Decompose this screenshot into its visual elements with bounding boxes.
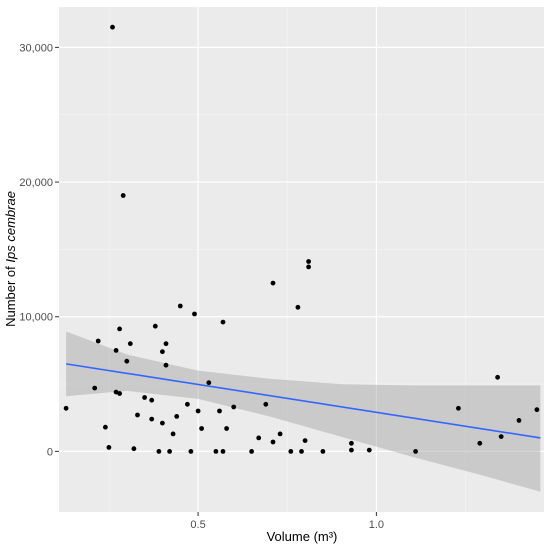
y-axis: 0 10,000 20,000 30,000: [19, 42, 59, 458]
y-tick-label: 20,000: [19, 177, 53, 189]
data-point: [495, 374, 500, 380]
data-point: [349, 447, 354, 453]
y-tick-label: 10,000: [19, 312, 53, 324]
regression-line: [66, 363, 541, 439]
data-point: [534, 407, 540, 413]
data-point: [160, 420, 165, 426]
confidence-band: [66, 331, 541, 492]
data-point: [231, 404, 237, 410]
data-point: [63, 405, 69, 411]
data-point: [299, 449, 304, 454]
data-point: [516, 418, 522, 423]
data-point: [117, 326, 122, 332]
data-point: [156, 449, 162, 454]
data-point: [92, 385, 98, 391]
data-point: [288, 449, 294, 454]
data-point: [152, 323, 158, 329]
data-point: [217, 408, 222, 414]
y-tick-label: 0: [47, 446, 53, 458]
data-point: [477, 440, 483, 446]
data-point: [170, 431, 176, 437]
data-point: [206, 380, 212, 386]
major-gridlines: [59, 7, 544, 512]
data-point: [120, 193, 126, 198]
data-point: [295, 304, 301, 310]
data-point: [163, 341, 169, 347]
data-point: [249, 449, 255, 454]
data-point: [124, 358, 130, 364]
data-point: [106, 445, 112, 450]
data-point: [306, 264, 311, 270]
data-points: [63, 24, 540, 454]
plot-panel: [59, 7, 544, 512]
data-point: [195, 408, 201, 414]
data-point: [270, 439, 276, 445]
y-axis-title-species: Ips cembrae: [3, 191, 18, 263]
data-point: [413, 449, 418, 454]
data-point: [498, 434, 504, 439]
data-point: [456, 405, 461, 411]
data-point: [220, 449, 226, 454]
x-axis: 0.51.01.5: [190, 512, 384, 531]
data-point: [149, 397, 155, 403]
data-point: [349, 440, 354, 446]
data-point: [320, 449, 326, 454]
data-point: [220, 319, 226, 325]
data-point: [306, 259, 311, 264]
data-point: [224, 426, 230, 431]
data-point: [256, 435, 262, 441]
data-point: [113, 348, 119, 353]
x-tick-label: 0.5: [190, 519, 205, 531]
data-point: [103, 424, 108, 430]
data-point: [149, 416, 155, 422]
data-point: [192, 311, 197, 317]
data-point: [160, 349, 165, 355]
data-point: [263, 401, 269, 407]
data-point: [185, 401, 190, 407]
data-point: [167, 449, 173, 454]
data-point: [199, 426, 205, 431]
data-point: [270, 280, 276, 286]
data-point: [277, 431, 283, 437]
data-point: [95, 338, 101, 344]
y-axis-title: Number of Ips cembrae: [3, 191, 18, 327]
data-point: [302, 438, 308, 443]
data-point: [366, 447, 372, 453]
data-point: [110, 24, 115, 30]
data-point: [177, 303, 183, 309]
data-point: [188, 449, 194, 454]
data-point: [117, 391, 122, 396]
y-axis-title-prefix: Number of: [3, 263, 18, 327]
x-axis-title: Volume (m³): [267, 529, 338, 544]
data-point: [174, 414, 180, 419]
y-tick-label: 30,000: [19, 42, 53, 54]
data-point: [213, 449, 219, 454]
data-point: [131, 446, 137, 452]
x-tick-label: 1.0: [369, 519, 384, 531]
data-point: [142, 395, 148, 400]
data-point: [127, 341, 133, 347]
data-point: [135, 412, 140, 418]
data-point: [163, 362, 169, 368]
minor-gridlines: [59, 7, 544, 512]
